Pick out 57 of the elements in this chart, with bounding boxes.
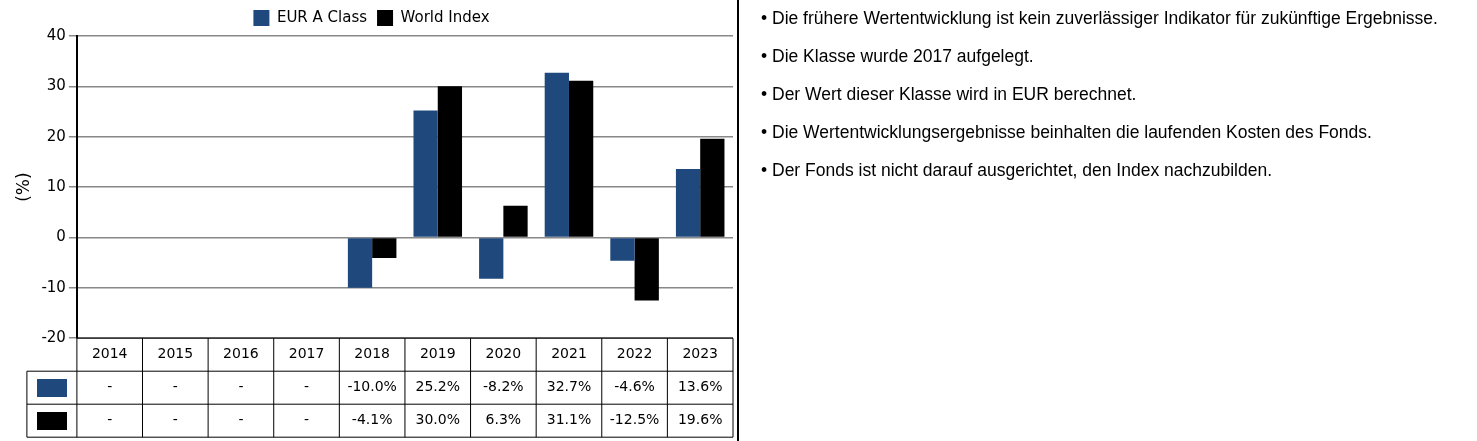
text: • Die Klasse wurde 2017 aufgelegt. (761, 46, 1035, 66)
data-label: 30.0% (415, 411, 460, 428)
text: - (107, 378, 113, 395)
bar (347, 238, 373, 288)
bar (479, 238, 504, 279)
bar (610, 238, 635, 261)
bar (568, 80, 594, 237)
x-tick-label: 2018 (354, 345, 390, 362)
text: - (172, 411, 178, 428)
data-label: -4.6% (614, 378, 655, 395)
text: • Die frühere Wertentwicklung ist kein zuverlässiger Indikator für zukünftige Ergebnisse. (761, 8, 1439, 28)
y-tick-label: 10 (46, 176, 66, 195)
y-axis-title: (%) (12, 172, 33, 202)
text: • Der Fonds ist nicht darauf ausgerichtet, den Index nachzubilden. (761, 160, 1273, 180)
text: - (304, 378, 310, 395)
y-tick-label: 20 (46, 126, 66, 145)
y-tick-label: 0 (56, 227, 66, 246)
bar (675, 168, 701, 237)
data-label: -12.5% (609, 411, 660, 428)
data-label: 13.6% (677, 378, 723, 395)
legend-label: EUR A Class (276, 7, 368, 26)
data-label: 19.6% (677, 411, 723, 428)
text: - (304, 411, 310, 428)
text: - (172, 378, 178, 395)
text: - (107, 411, 113, 428)
bar (413, 110, 438, 237)
x-tick-label: 2015 (157, 345, 194, 362)
bar (372, 238, 397, 259)
data-label: 32.7% (546, 378, 592, 395)
data-label: 6.3% (485, 411, 522, 428)
text: • Der Wert dieser Klasse wird in EUR berechnet. (761, 84, 1138, 104)
bar (634, 238, 659, 301)
bar (503, 205, 528, 237)
x-tick-label: 2023 (682, 345, 719, 362)
x-tick-label: 2016 (223, 345, 259, 362)
bar (700, 138, 725, 237)
x-tick-label: 2022 (616, 345, 653, 362)
x-tick-label: 2017 (288, 345, 325, 362)
data-label: 25.2% (415, 378, 460, 395)
y-tick-label: 30 (46, 76, 66, 95)
text: • Die Wertentwicklungsergebnisse beinhalten die laufenden Kosten des Fonds. (761, 122, 1373, 142)
data-label: 31.1% (546, 411, 592, 428)
y-tick-label: -20 (41, 328, 66, 347)
x-tick-label: 2020 (485, 345, 522, 362)
y-tick-label: -10 (41, 277, 66, 296)
x-tick-label: 2014 (91, 345, 128, 362)
text: - (238, 378, 244, 395)
x-tick-label: 2021 (551, 345, 587, 362)
bar (437, 86, 463, 237)
data-label: -8.2% (483, 378, 524, 395)
y-tick-label: 40 (46, 25, 66, 44)
x-tick-label: 2019 (419, 345, 456, 362)
bar (544, 72, 569, 237)
text: - (238, 411, 244, 428)
data-label: -4.1% (351, 411, 393, 428)
legend-label: World Index (400, 7, 490, 26)
data-label: -10.0% (347, 378, 397, 395)
